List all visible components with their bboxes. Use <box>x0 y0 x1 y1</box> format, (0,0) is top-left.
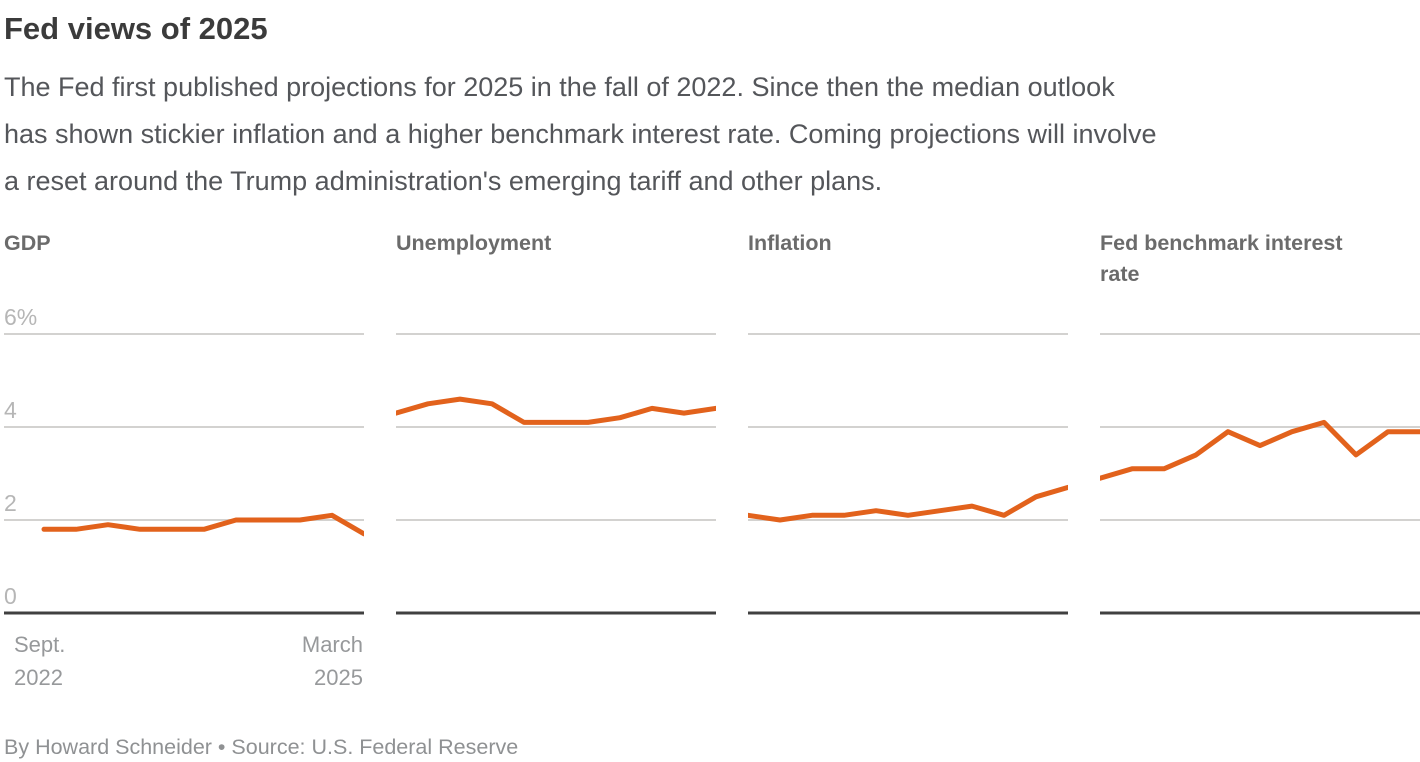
data-line <box>1100 419 1420 481</box>
x-axis-labels: Sept. 2022 March 2025 <box>4 628 364 694</box>
x-axis-end-label: March 2025 <box>301 632 363 690</box>
data-line <box>41 512 364 537</box>
inflation-chart <box>748 333 1068 615</box>
inflation-plot <box>748 300 1068 620</box>
panel-inflation: Inflation <box>748 228 1068 694</box>
page-title: Fed views of 2025 <box>4 11 268 46</box>
y-tick-label: 2 <box>4 490 17 516</box>
panels-row: GDP 6% 4 2 0 Sept. 2022 March 2025 Unemploy… <box>4 228 1420 694</box>
y-tick-label: 4 <box>4 397 17 423</box>
data-line <box>396 396 716 425</box>
data-line <box>748 484 1068 523</box>
panel-title-unemployment: Unemployment <box>396 231 552 255</box>
x-axis-start-label: Sept. 2022 <box>14 632 66 690</box>
fed-rate-plot <box>1100 300 1420 620</box>
subtitle-line: The Fed first published projections for … <box>4 72 1115 102</box>
panel-title-fed-rate: Fed benchmark interest rate <box>1100 231 1343 286</box>
chart-subtitle: The Fed first published projections for … <box>4 64 1420 205</box>
gdp-plot: 6% 4 2 0 <box>4 300 364 620</box>
subtitle-line: a reset around the Trump administration'… <box>4 166 883 196</box>
fed-rate-chart <box>1100 333 1420 615</box>
byline-source: By Howard Schneider • Source: U.S. Feder… <box>4 735 519 759</box>
y-tick-label: 0 <box>4 583 17 609</box>
unemployment-plot <box>396 300 716 620</box>
panel-title-inflation: Inflation <box>748 231 832 255</box>
y-tick-label: 6% <box>4 304 37 330</box>
panel-fed-rate: Fed benchmark interest rate <box>1100 228 1420 694</box>
subtitle-line: has shown stickier inflation and a highe… <box>4 119 1157 149</box>
unemployment-chart <box>396 333 716 615</box>
panel-title-gdp: GDP <box>4 231 51 255</box>
gdp-chart: 6% 4 2 0 <box>4 304 364 615</box>
panel-unemployment: Unemployment <box>396 228 716 694</box>
panel-gdp: GDP 6% 4 2 0 Sept. 2022 March 2025 <box>4 228 364 694</box>
